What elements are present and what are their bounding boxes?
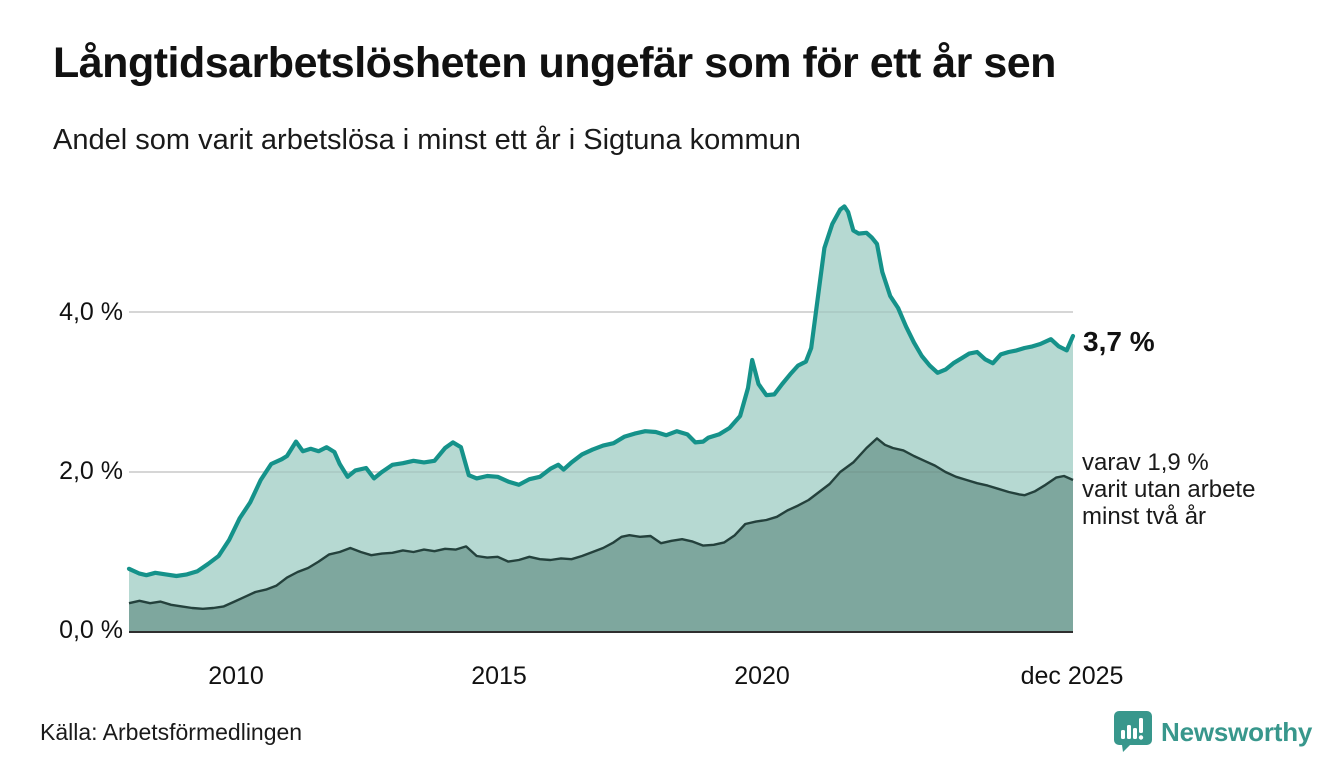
series-area-min-two-years (129, 438, 1073, 632)
source-note: Källa: Arbetsförmedlingen (40, 719, 303, 745)
x-axis-tick-label: dec 2025 (1020, 662, 1124, 690)
secondary-annotation-line: minst två år (1082, 503, 1207, 530)
x-axis-tick-label: 2010 (208, 662, 264, 690)
secondary-annotation-line: varit utan arbete (1082, 476, 1256, 503)
y-axis-tick-label: 0,0 % (59, 616, 123, 644)
latest-value-label: 3,7 % (1083, 326, 1155, 357)
x-axis-tick-label: 2020 (734, 662, 790, 690)
secondary-annotation-line: varav 1,9 % (1082, 449, 1209, 476)
secondary-series-annotation: varav 1,9 % varit utan arbete minst två … (1082, 449, 1322, 530)
y-axis-tick-label: 2,0 % (59, 457, 123, 485)
series-line-min-one-year (126, 204, 1076, 579)
chart-subtitle: Andel som varit arbetslösa i minst ett å… (53, 124, 801, 156)
newsworthy-wordmark: Newsworthy (1161, 716, 1313, 747)
x-axis-tick-label: 2015 (471, 662, 527, 690)
newsworthy-icon (1114, 711, 1152, 752)
series-line-min-two-years (128, 437, 1074, 610)
y-axis-tick-label: 4,0 % (59, 298, 123, 326)
newsworthy-logo: Newsworthy (1113, 709, 1312, 755)
page-title: Långtidsarbetslösheten ungefär som för e… (53, 39, 1056, 87)
